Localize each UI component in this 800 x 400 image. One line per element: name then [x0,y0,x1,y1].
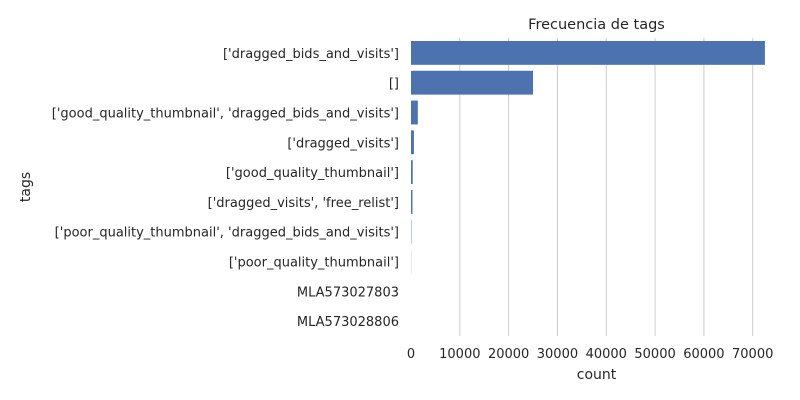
x-tick-label: 10000 [439,347,480,362]
bar [411,40,765,65]
y-tick-label: ['good_quality_thumbnail'] [226,166,399,181]
y-tick-label: ['dragged_bids_and_visits'] [223,47,399,62]
y-axis-label: tags [18,172,34,202]
chart-title: Frecuencia de tags [528,17,665,33]
bar [411,100,418,125]
x-tick-label: 70000 [732,347,773,362]
y-tick-label: MLA573027803 [297,285,399,300]
x-tick-labels: 0 10000 20000 30000 40000 50000 60000 70000 [407,347,774,362]
y-tick-label: [] [389,77,399,92]
y-tick-label: MLA573028806 [297,315,399,330]
x-tick-label: 50000 [634,347,675,362]
x-axis-label: count [577,367,617,383]
bar [411,160,413,185]
y-tick-labels: ['dragged_bids_and_visits'] [] ['good_qual… [52,47,399,330]
y-tick-label: ['poor_quality_thumbnail'] [229,256,399,271]
x-tick-label: 60000 [683,347,724,362]
y-tick-label: ['dragged_visits'] [287,136,399,151]
bar [411,70,534,95]
x-tick-label: 20000 [488,347,529,362]
x-tick-label: 30000 [537,347,578,362]
x-tick-label: 40000 [586,347,627,362]
x-tick-label: 0 [407,347,415,362]
bar [411,130,414,155]
bar [411,189,413,214]
y-tick-label: ['good_quality_thumbnail', 'dragged_bids… [52,107,399,122]
y-tick-label: ['dragged_visits', 'free_relist'] [208,196,399,211]
bars [411,40,765,334]
y-tick-label: ['poor_quality_thumbnail', 'dragged_bids… [55,226,399,241]
